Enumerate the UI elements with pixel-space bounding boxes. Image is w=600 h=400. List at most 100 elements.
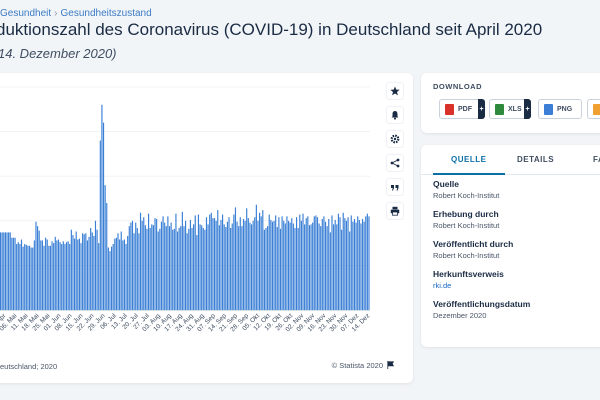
chart-bar[interactable] [278, 217, 280, 310]
chart-bar[interactable] [183, 226, 185, 310]
chart-bar[interactable] [54, 236, 56, 310]
chart-bar[interactable] [49, 245, 52, 310]
chart-bar[interactable] [352, 221, 354, 310]
chart-bar[interactable] [119, 239, 121, 310]
tab-details[interactable]: DETAILS [517, 155, 555, 164]
download-pdf-options[interactable]: + [478, 99, 485, 119]
chart-bar[interactable] [148, 213, 150, 310]
chart-bar[interactable] [0, 232, 2, 310]
chart-bar[interactable] [78, 238, 80, 310]
chart-bar[interactable] [88, 236, 90, 310]
chart-bar[interactable] [205, 217, 208, 310]
chart-bar[interactable] [357, 216, 359, 310]
chart-bar[interactable] [149, 227, 151, 310]
chart-bar[interactable] [276, 227, 278, 310]
chart-bar[interactable] [99, 140, 101, 310]
chart-bar[interactable] [366, 213, 368, 310]
download-png-button[interactable]: PNG [538, 99, 582, 119]
chart-bar[interactable] [35, 221, 37, 310]
chart-bar[interactable] [106, 202, 108, 310]
chart-bar[interactable] [90, 227, 92, 310]
chart-bar[interactable] [299, 214, 301, 310]
chart-bar[interactable] [175, 213, 177, 310]
chart-bar[interactable] [329, 232, 331, 310]
chart-bar[interactable] [315, 215, 317, 310]
chart-bar[interactable] [289, 222, 291, 310]
chart-bar[interactable] [117, 233, 119, 310]
chart-bar[interactable] [112, 243, 114, 310]
chart-bar[interactable] [157, 231, 159, 311]
chart-bar[interactable] [165, 226, 167, 310]
chart-bar[interactable] [123, 239, 126, 310]
chart-bar[interactable] [273, 220, 275, 310]
chart-bar[interactable] [74, 238, 76, 310]
chart-bar[interactable] [25, 244, 27, 310]
chart-bar[interactable] [310, 224, 312, 310]
chart-bar[interactable] [17, 242, 19, 310]
chart-bar[interactable] [14, 237, 16, 310]
chart-bar[interactable] [1, 232, 3, 310]
breadcrumb-item-gesundheit[interactable]: Gesundheit [0, 8, 52, 19]
chart-bar[interactable] [297, 227, 299, 310]
chart-bar[interactable] [331, 215, 333, 310]
chart-bar[interactable] [320, 226, 322, 310]
chart-bar[interactable] [176, 231, 179, 311]
chart-bar[interactable] [233, 214, 235, 310]
chart-bar[interactable] [326, 226, 328, 310]
chart-bar[interactable] [255, 204, 257, 310]
chart-bar[interactable] [109, 251, 111, 310]
chart-bar[interactable] [135, 222, 137, 310]
chart-bar[interactable] [186, 233, 188, 310]
chart-bar[interactable] [281, 216, 283, 310]
chart-bar[interactable] [181, 211, 183, 310]
chart-bar[interactable] [365, 216, 367, 310]
chart-bar[interactable] [180, 226, 182, 310]
chart-bar[interactable] [207, 224, 209, 310]
chart-bar[interactable] [209, 214, 211, 310]
chart-bar[interactable] [156, 219, 158, 310]
chart-bar[interactable] [247, 218, 249, 310]
breadcrumb-item-gesundheitszustand[interactable]: Gesundheitszustand [60, 8, 152, 19]
chart-bar[interactable] [111, 246, 113, 310]
chart-bar[interactable] [22, 246, 24, 310]
chart-bar[interactable] [226, 221, 228, 310]
chart-bar[interactable] [252, 220, 254, 310]
chart-bar[interactable] [120, 231, 122, 311]
chart-bar[interactable] [51, 241, 53, 310]
chart-bar[interactable] [43, 245, 45, 310]
chart-bar[interactable] [72, 235, 74, 310]
chart-bar[interactable] [98, 243, 100, 310]
chart-bar[interactable] [250, 224, 253, 310]
chart-bar[interactable] [222, 214, 224, 310]
chart-bar[interactable] [323, 216, 325, 310]
chart-bar[interactable] [20, 239, 23, 310]
chart-bar[interactable] [162, 216, 164, 310]
chart-bar[interactable] [41, 240, 43, 310]
chart-bar[interactable] [212, 218, 214, 310]
chart-bar[interactable] [85, 233, 87, 310]
chart-bar[interactable] [4, 232, 6, 310]
chart-bar[interactable] [159, 228, 161, 310]
chart-bar[interactable] [337, 213, 339, 310]
chart-bar[interactable] [312, 222, 314, 310]
chart-bar[interactable] [3, 232, 5, 310]
chart-bar[interactable] [244, 220, 246, 310]
chart-bar[interactable] [65, 242, 68, 310]
chart-bar[interactable] [80, 243, 82, 310]
download-xls-options[interactable]: + [524, 99, 531, 119]
chart-bar[interactable] [318, 223, 320, 310]
chart-bar[interactable] [130, 222, 132, 310]
chart-bar[interactable] [339, 217, 341, 310]
chart-bar[interactable] [230, 227, 232, 310]
chart-bar[interactable] [215, 220, 217, 310]
chart-bar[interactable] [199, 224, 201, 310]
chart-bar[interactable] [94, 220, 97, 310]
chart-bar[interactable] [324, 221, 327, 310]
favorite-button[interactable] [386, 82, 404, 100]
chart-bar[interactable] [204, 229, 206, 310]
chart-bar[interactable] [188, 228, 190, 310]
chart-bar[interactable] [164, 222, 166, 310]
chart-bar[interactable] [93, 235, 95, 310]
chart-bar[interactable] [114, 238, 116, 310]
chart-bar[interactable] [67, 241, 69, 310]
